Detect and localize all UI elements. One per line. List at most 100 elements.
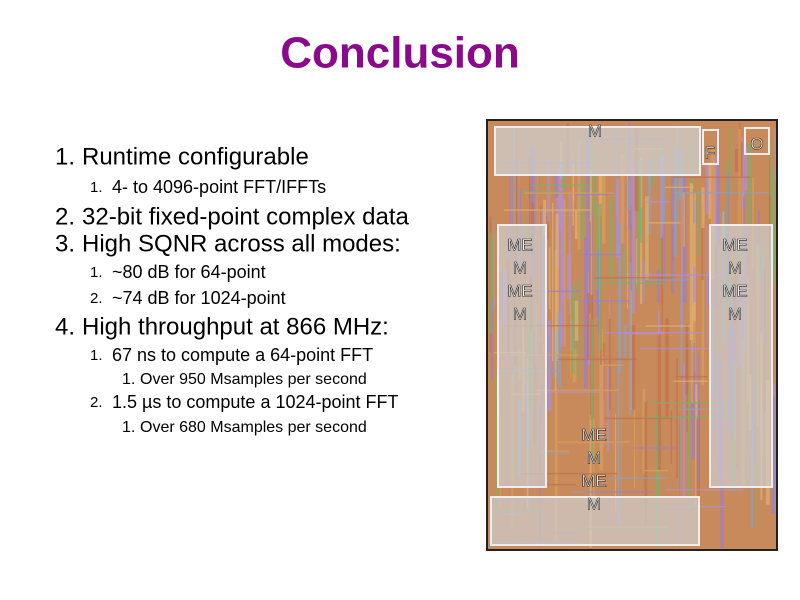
memory-block bbox=[497, 224, 547, 488]
texture-stripe bbox=[768, 196, 772, 251]
texture-stripe bbox=[673, 380, 708, 383]
texture-stripe bbox=[630, 291, 632, 410]
texture-stripe bbox=[547, 320, 552, 411]
texture-stripe bbox=[674, 191, 770, 194]
die-label: ME bbox=[722, 235, 748, 254]
texture-stripe bbox=[552, 202, 554, 361]
texture-stripe bbox=[634, 447, 677, 449]
texture-stripe bbox=[539, 452, 570, 455]
texture-stripe bbox=[558, 161, 563, 231]
texture-stripe bbox=[752, 177, 754, 270]
list-marker: 2. bbox=[55, 203, 75, 230]
texture-stripe bbox=[692, 267, 696, 302]
texture-stripe bbox=[531, 184, 591, 187]
texture-stripe bbox=[662, 155, 666, 225]
die-label: M bbox=[728, 304, 742, 323]
texture-stripe bbox=[589, 415, 592, 548]
list-marker: 1. bbox=[90, 347, 103, 364]
texture-stripe bbox=[671, 173, 675, 294]
texture-stripe bbox=[555, 213, 559, 361]
texture-stripe bbox=[734, 148, 739, 172]
texture-stripe bbox=[696, 418, 699, 506]
texture-stripe bbox=[527, 290, 581, 293]
texture-stripe bbox=[599, 329, 604, 471]
texture-stripe bbox=[740, 142, 743, 177]
texture-stripe bbox=[574, 300, 579, 341]
texture-stripe bbox=[504, 209, 591, 211]
texture-stripe bbox=[691, 342, 695, 460]
die-label: F bbox=[705, 143, 715, 162]
die-label: M bbox=[588, 121, 602, 140]
texture-stripe bbox=[714, 156, 719, 243]
texture-stripe bbox=[774, 128, 776, 181]
texture-stripe bbox=[673, 148, 677, 257]
texture-stripe bbox=[645, 416, 736, 418]
texture-stripe bbox=[604, 417, 673, 420]
memory-block bbox=[494, 126, 701, 176]
o-block bbox=[744, 127, 770, 155]
texture-stripe bbox=[691, 304, 696, 372]
texture-stripe bbox=[491, 297, 494, 380]
die-label: ME bbox=[507, 281, 533, 300]
texture-stripe bbox=[641, 274, 725, 276]
texture-stripe bbox=[657, 311, 660, 344]
texture-stripe bbox=[547, 157, 551, 222]
texture-stripe bbox=[554, 388, 558, 541]
texture-stripe bbox=[618, 223, 622, 374]
texture-stripe bbox=[645, 325, 693, 327]
list-item: 67 ns to compute a 64-point FFT bbox=[112, 345, 373, 365]
texture-stripe bbox=[770, 139, 773, 270]
texture-stripe bbox=[606, 367, 609, 452]
texture-stripe bbox=[692, 200, 696, 224]
list-marker: 2. bbox=[90, 394, 103, 411]
texture-stripe bbox=[602, 175, 606, 244]
texture-stripe bbox=[557, 441, 630, 443]
texture-stripe bbox=[522, 472, 617, 475]
texture-stripe bbox=[665, 489, 744, 491]
list-marker: 1. bbox=[55, 143, 75, 170]
texture-stripe bbox=[509, 167, 512, 260]
texture-stripe bbox=[697, 353, 700, 483]
texture-stripe bbox=[623, 247, 626, 285]
texture-stripe bbox=[630, 205, 632, 295]
texture-stripe bbox=[602, 364, 624, 366]
texture-stripe bbox=[546, 483, 576, 486]
texture-stripe bbox=[708, 162, 712, 219]
texture-stripe bbox=[706, 162, 710, 215]
texture-stripe bbox=[560, 189, 564, 347]
texture-stripe bbox=[554, 249, 557, 393]
texture-stripe bbox=[515, 125, 518, 251]
texture-stripe bbox=[665, 318, 669, 419]
texture-stripe bbox=[524, 192, 614, 194]
texture-stripe bbox=[771, 396, 775, 514]
texture-stripe bbox=[695, 384, 698, 506]
texture-stripe bbox=[493, 219, 495, 311]
die-label: ME bbox=[581, 471, 607, 490]
texture-stripe bbox=[656, 269, 660, 303]
texture-stripe bbox=[557, 312, 561, 388]
texture-stripe bbox=[528, 156, 531, 236]
texture-stripe bbox=[636, 238, 638, 285]
texture-stripe bbox=[594, 277, 672, 279]
texture-stripe bbox=[589, 221, 591, 314]
texture-stripe bbox=[680, 278, 683, 377]
texture-stripe bbox=[495, 371, 498, 510]
texture-stripe bbox=[566, 254, 571, 300]
texture-stripe bbox=[635, 279, 691, 281]
texture-stripe bbox=[701, 203, 703, 331]
texture-stripe bbox=[575, 193, 614, 196]
texture-stripe bbox=[685, 324, 689, 395]
list-item: ~80 dB for 64-point bbox=[112, 262, 266, 282]
die-label: M bbox=[728, 258, 742, 277]
texture-stripe bbox=[604, 331, 702, 334]
texture-stripe bbox=[518, 191, 566, 193]
texture-stripe bbox=[644, 402, 648, 526]
texture-stripe bbox=[536, 172, 539, 231]
texture-stripe bbox=[738, 128, 741, 266]
list-item: High SQNR across all modes: bbox=[82, 230, 401, 257]
texture-stripe bbox=[609, 198, 613, 281]
texture-stripe bbox=[575, 210, 578, 240]
texture-stripe bbox=[706, 225, 709, 345]
texture-stripe bbox=[626, 172, 628, 309]
chip-layout: M F O ME M ME M ME M ME M ME M ME M bbox=[486, 119, 778, 551]
